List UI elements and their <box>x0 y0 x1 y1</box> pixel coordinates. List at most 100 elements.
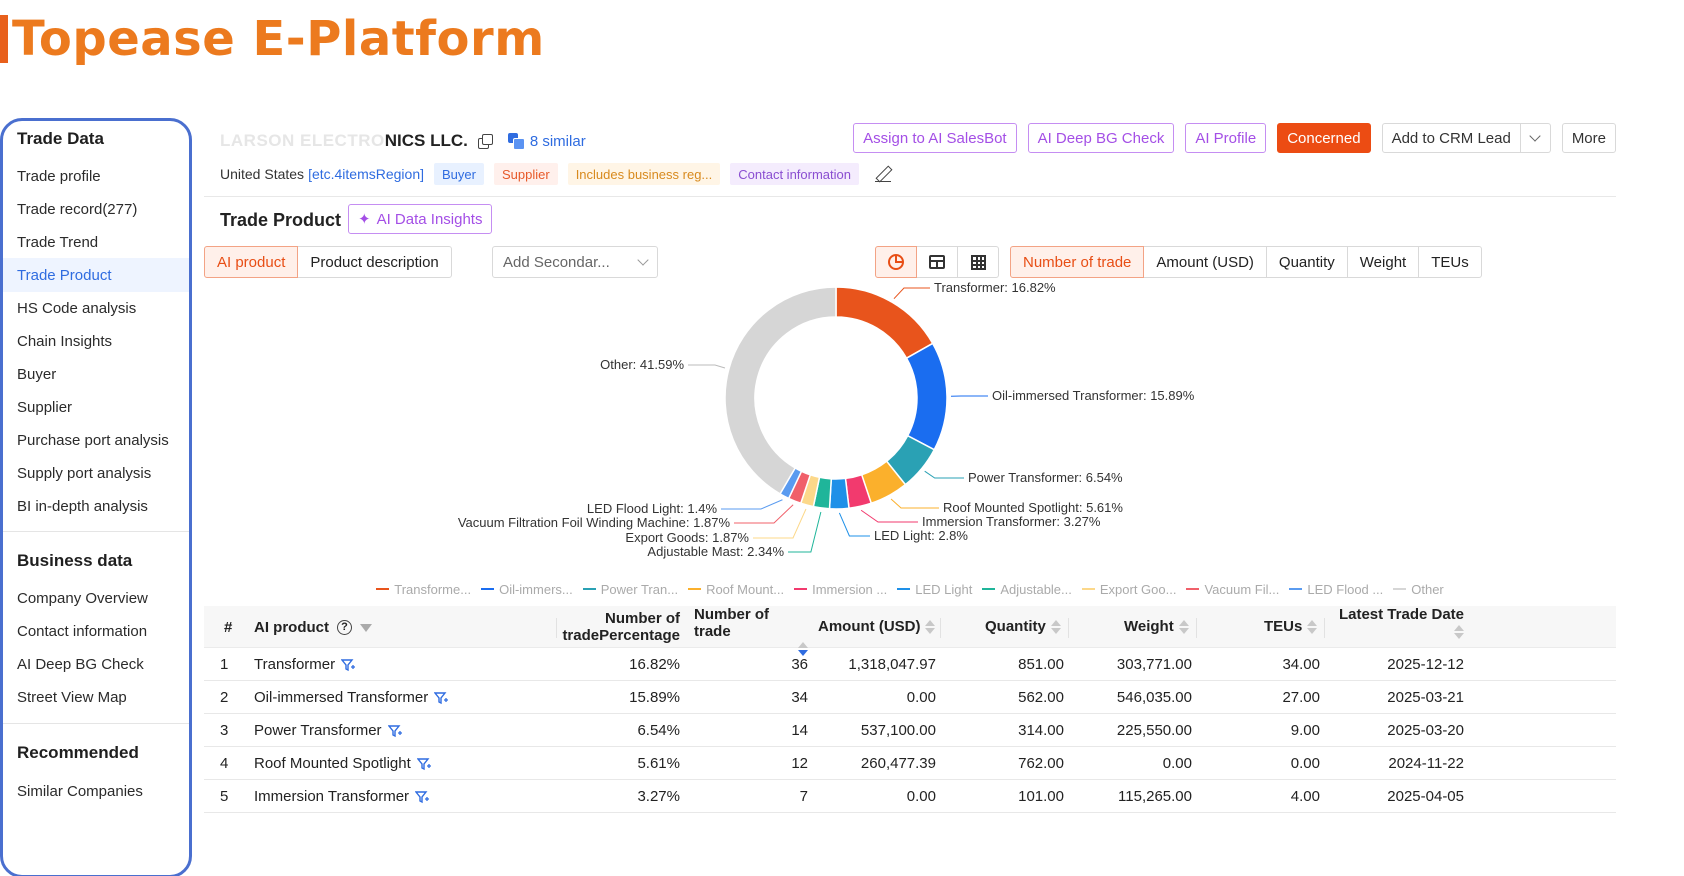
legend-item[interactable]: Oil-immers... <box>481 582 573 597</box>
cell-quantity: 314.00 <box>964 714 1064 747</box>
legend-label: Immersion ... <box>812 581 888 597</box>
tab-ai-product[interactable]: AI product <box>204 246 299 278</box>
legend-item[interactable]: Adjustable... <box>982 582 1072 597</box>
cell-product: Roof Mounted Spotlight <box>254 747 554 780</box>
sidebar-item-supplier[interactable]: Supplier <box>17 398 73 416</box>
sidebar-item-similar-companies[interactable]: Similar Companies <box>17 782 143 800</box>
table-row[interactable]: 3 Power Transformer 6.54% 14 537,100.00 314.0… <box>204 714 1616 747</box>
legend-item[interactable]: Roof Mount... <box>688 582 784 597</box>
donut-slice[interactable] <box>828 477 850 510</box>
more-button[interactable]: More <box>1561 123 1616 153</box>
header-latest-trade-date[interactable]: Latest Trade Date <box>1334 606 1464 639</box>
similar-companies-link[interactable]: 8 similar <box>507 133 586 150</box>
cell-product-value[interactable]: Transformer <box>254 656 336 673</box>
table-row[interactable]: 5 Immersion Transformer 3.27% 7 0.00 101.00 11… <box>204 780 1616 813</box>
add-filter-icon[interactable] <box>341 658 356 672</box>
legend-item[interactable]: LED Flood ... <box>1289 582 1383 597</box>
legend-item[interactable]: Export Goo... <box>1081 582 1176 597</box>
contact-information-tag: Contact information <box>730 163 859 185</box>
cell-product-value[interactable]: Power Transformer <box>254 722 382 739</box>
metric-number-of-trade[interactable]: Number of trade <box>1010 246 1145 278</box>
header-weight[interactable]: Weight <box>1124 618 1189 635</box>
sidebar-item-contact-information[interactable]: Contact information <box>17 622 148 640</box>
cell-weight-value: 225,550.00 <box>1116 722 1192 739</box>
legend-item[interactable]: Transforme... <box>376 582 471 597</box>
pie-view-button[interactable] <box>875 246 917 278</box>
filter-icon[interactable] <box>360 623 372 632</box>
cell-weight-value: 115,265.00 <box>1118 788 1192 805</box>
legend-item[interactable]: Vacuum Fil... <box>1186 582 1279 597</box>
brand-header: Topease E-Platform <box>0 10 545 68</box>
add-to-crm-lead-button[interactable]: Add to CRM Lead <box>1381 123 1521 153</box>
legend-item[interactable]: Power Tran... <box>582 582 678 597</box>
help-icon[interactable]: ? <box>337 620 352 635</box>
metric-amount-usd[interactable]: Amount (USD) <box>1143 246 1267 278</box>
sidebar-item-trade-record[interactable]: Trade record(277) <box>17 200 138 218</box>
metric-teus[interactable]: TEUs <box>1418 246 1482 278</box>
sidebar-item-purchase-port-analysis[interactable]: Purchase port analysis <box>17 431 169 449</box>
edit-icon[interactable] <box>875 166 891 182</box>
sidebar-item-trade-product[interactable]: Trade Product <box>3 258 189 292</box>
sidebar-item-trade-trend[interactable]: Trade Trend <box>17 233 99 251</box>
ai-profile-button[interactable]: AI Profile <box>1185 123 1267 153</box>
add-filter-icon[interactable] <box>434 691 449 705</box>
cell-product-value[interactable]: Roof Mounted Spotlight <box>254 755 411 772</box>
add-filter-icon[interactable] <box>415 790 430 804</box>
tab-product-description[interactable]: Product description <box>297 246 452 278</box>
cell-index: 5 <box>220 780 234 813</box>
legend-item[interactable]: Other <box>1393 582 1444 597</box>
sidebar-item-ai-deep-bg-check[interactable]: AI Deep BG Check <box>17 655 144 673</box>
header-number-of-trade[interactable]: Number of trade <box>694 606 808 656</box>
sidebar-item-chain-insights[interactable]: Chain Insights <box>17 332 113 350</box>
add-filter-icon[interactable] <box>387 724 402 738</box>
crm-split-button: Add to CRM Lead <box>1381 123 1551 153</box>
header-teus[interactable]: TEUs <box>1264 618 1318 635</box>
secondary-dimension-select[interactable]: Add Secondar... <box>492 246 658 278</box>
cell-product-value[interactable]: Immersion Transformer <box>254 788 410 805</box>
region-link[interactable]: [etc.4itemsRegion] <box>308 166 425 182</box>
donut-slice[interactable] <box>835 286 934 360</box>
crm-dropdown-button[interactable] <box>1520 123 1551 153</box>
donut-slice[interactable] <box>724 286 837 495</box>
cell-weight: 225,550.00 <box>1084 714 1192 747</box>
sidebar-item-company-overview[interactable]: Company Overview <box>17 589 148 607</box>
table-row[interactable]: 2 Oil-immersed Transformer 15.89% 34 0.00 562… <box>204 681 1616 714</box>
ai-data-insights-button[interactable]: ✦ AI Data Insights <box>348 204 493 234</box>
header-quantity[interactable]: Quantity <box>985 618 1061 635</box>
cell-quantity-value: 562.00 <box>1018 689 1064 706</box>
concerned-button[interactable]: Concerned <box>1277 123 1371 153</box>
sidebar-item-trade-profile[interactable]: Trade profile <box>17 167 101 185</box>
slice-data-label: Immersion Transformer: 3.27% <box>922 514 1101 529</box>
sidebar-divider <box>3 723 189 724</box>
header-percentage[interactable]: Number of tradePercentage <box>562 610 680 644</box>
add-filter-icon[interactable] <box>416 757 431 771</box>
brand-accent-bar <box>0 15 8 63</box>
sidebar-item-buyer[interactable]: Buyer <box>17 365 57 383</box>
ai-deep-bg-check-button[interactable]: AI Deep BG Check <box>1027 123 1175 153</box>
cell-teus: 27.00 <box>1224 681 1320 714</box>
sidebar-item-street-view-map[interactable]: Street View Map <box>17 688 127 706</box>
layout-view-button[interactable] <box>916 246 958 278</box>
legend-item[interactable]: LED Light <box>897 582 972 597</box>
sidebar-item-supply-port-analysis[interactable]: Supply port analysis <box>17 464 152 482</box>
table-row[interactable]: 4 Roof Mounted Spotlight 5.61% 12 260,477.39… <box>204 747 1616 780</box>
cell-teus: 4.00 <box>1224 780 1320 813</box>
sidebar-item-hs-code-analysis[interactable]: HS Code analysis <box>17 299 137 317</box>
sort-icon <box>1050 619 1061 634</box>
chevron-down-icon <box>1529 130 1541 142</box>
column-divider <box>556 618 557 638</box>
table-row[interactable]: 1 Transformer 16.82% 36 1,318,047.97 851.00 30… <box>204 648 1616 681</box>
cell-product-value[interactable]: Oil-immersed Transformer <box>254 689 429 706</box>
legend-swatch <box>1393 588 1407 590</box>
metric-quantity[interactable]: Quantity <box>1265 246 1348 278</box>
donut-slice[interactable] <box>905 342 948 451</box>
metric-weight[interactable]: Weight <box>1346 246 1420 278</box>
cell-index: 2 <box>220 681 234 714</box>
copy-icon[interactable] <box>477 134 493 149</box>
table-view-button[interactable] <box>957 246 999 278</box>
assign-to-ai-salesbot-button[interactable]: Assign to AI SalesBot <box>853 123 1017 153</box>
header-amount-usd[interactable]: Amount (USD) <box>818 618 936 635</box>
legend-item[interactable]: Immersion ... <box>794 582 887 597</box>
sidebar-item-bi-in-depth-analysis[interactable]: BI in-depth analysis <box>17 497 148 515</box>
legend-swatch <box>1081 588 1095 590</box>
